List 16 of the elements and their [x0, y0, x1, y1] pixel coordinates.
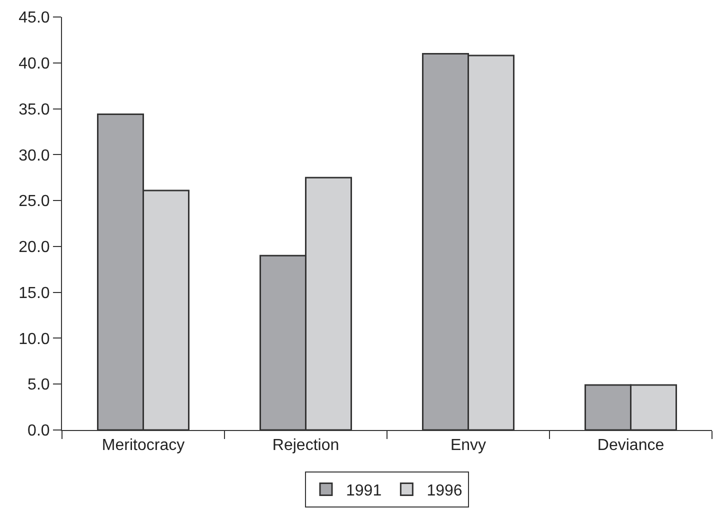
y-tick-label: 45.0 [18, 10, 50, 27]
x-tick-label: Envy [450, 437, 486, 454]
y-tick-label: 15.0 [18, 284, 50, 302]
legend-label: 1996 [426, 482, 462, 500]
y-tick-label: 5.0 [28, 376, 50, 394]
x-tick-label: Rejection [272, 437, 340, 454]
y-tick-label: 0.0 [28, 422, 50, 440]
y-tick-label: 10.0 [18, 330, 50, 348]
x-tick-label: Meritocracy [102, 437, 185, 454]
y-tick-label: 20.0 [18, 239, 50, 256]
y-tick-label: 30.0 [18, 147, 50, 164]
legend-label: 1991 [346, 482, 382, 500]
y-tick-label: 25.0 [18, 193, 50, 210]
y-tick-label: 35.0 [18, 101, 50, 118]
x-tick-label: Deviance [597, 437, 664, 454]
y-tick-label: 40.0 [18, 55, 50, 72]
